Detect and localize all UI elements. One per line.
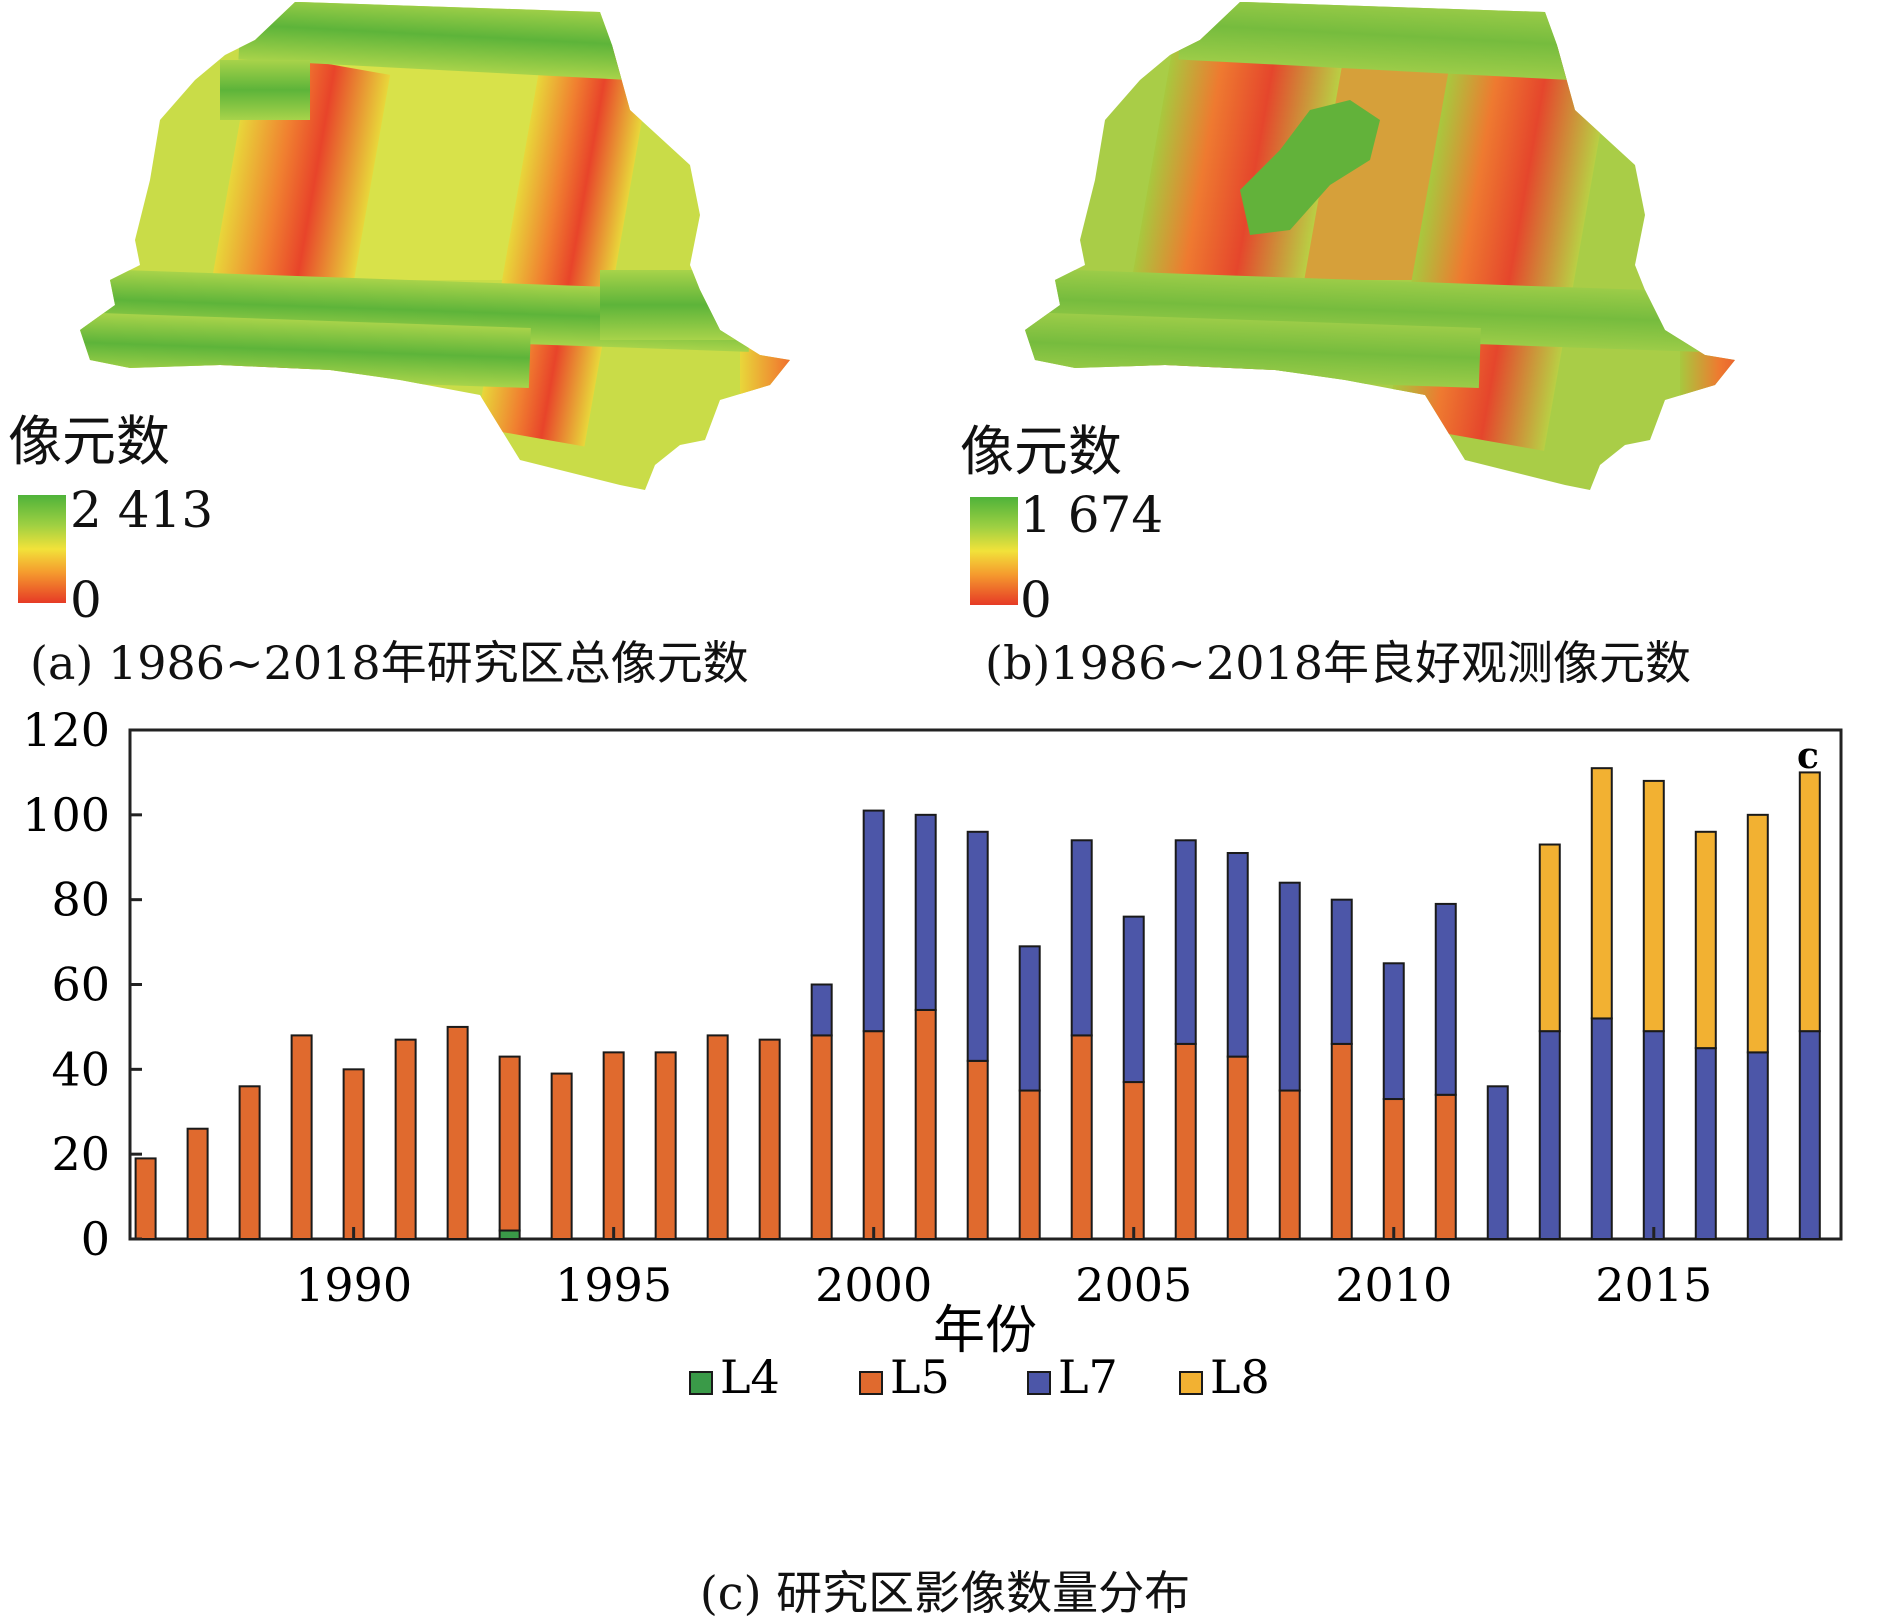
bar-L5-1994: [550, 1072, 573, 1241]
panel-letter: c: [1797, 735, 1819, 777]
legend-label-L8: L8: [1210, 1350, 1270, 1404]
bar-L8-2015: [1642, 779, 1665, 1033]
bar-L5-1990: [342, 1068, 365, 1241]
bar-L5-1996: [654, 1051, 677, 1240]
bar-L8-2013: [1538, 843, 1561, 1033]
legend-title-a: 像元数: [8, 410, 170, 473]
x-tick-label: 2010: [1335, 1258, 1452, 1312]
bar-L5-2000: [862, 1030, 885, 1240]
bar-L5-1999: [810, 1034, 833, 1240]
color-ramp-b: [970, 497, 1018, 605]
bar-L7-2000: [862, 809, 885, 1033]
total-pixel-map: [80, 2, 790, 490]
bar-L5-2009: [1330, 1042, 1353, 1240]
bar-L5-1993: [498, 1055, 521, 1232]
bar-L5-2004: [1070, 1034, 1093, 1240]
y-tick-label: 0: [81, 1212, 110, 1266]
legend-swatch-L4: [689, 1371, 713, 1395]
legend-label-L4: L4: [720, 1350, 780, 1404]
legend-max-a: 2 413: [70, 481, 214, 539]
x-tick-label: 2015: [1595, 1258, 1712, 1312]
bar-L7-2007: [1226, 852, 1249, 1058]
caption-a: (a) 1986~2018年研究区总像元数: [30, 636, 749, 690]
bar-L5-1997: [706, 1034, 729, 1240]
bar-L7-2015: [1642, 1030, 1665, 1240]
bar-L5-1988: [238, 1085, 261, 1240]
legend-min-b: 0: [1020, 571, 1052, 629]
legend-swatch-L5: [859, 1371, 883, 1395]
bar-L7-2006: [1174, 839, 1197, 1045]
y-tick-label: 80: [51, 873, 110, 927]
legend-swatch-L7: [1027, 1371, 1051, 1395]
image-count-chart: 0 20 40 60 80 100 120 1990 1995 2000 2005 2010 2015…: [22, 703, 1843, 1404]
legend-label-L7: L7: [1058, 1350, 1118, 1404]
x-tick-label: 2000: [815, 1258, 932, 1312]
y-tick-label: 20: [51, 1127, 110, 1181]
bar-L7-2018: [1798, 1030, 1821, 1240]
bar-L7-2011: [1434, 902, 1457, 1096]
legend-title-b: 像元数: [960, 420, 1122, 483]
bar-L7-2009: [1330, 898, 1353, 1045]
bar-L7-2004: [1070, 839, 1093, 1037]
bar-L5-2007: [1226, 1055, 1249, 1240]
bar-L7-2014: [1590, 1017, 1613, 1240]
bar-L5-1989: [290, 1034, 313, 1240]
x-axis-label: 年份: [933, 1301, 1037, 1361]
legend-swatch-L8: [1179, 1371, 1203, 1395]
y-tick-label: 120: [22, 703, 110, 757]
bar-L7-2001: [914, 813, 937, 1011]
legend-label-L5: L5: [890, 1350, 950, 1404]
bar-L5-1987: [186, 1127, 209, 1241]
bar-L5-2001: [914, 1008, 937, 1241]
bar-L7-2013: [1538, 1030, 1561, 1240]
bar-L7-2012: [1486, 1085, 1509, 1240]
color-ramp-a: [18, 495, 66, 603]
caption-b: (b)1986~2018年良好观测像元数: [985, 636, 1692, 690]
bar-L5-1986: [134, 1157, 157, 1240]
x-tick-label: 1990: [295, 1258, 412, 1312]
bar-L7-1999: [810, 983, 833, 1037]
bar-L7-2016: [1694, 1047, 1717, 1240]
bar-L5-1995: [602, 1051, 625, 1240]
caption-c: (c) 研究区影像数量分布: [699, 1566, 1191, 1620]
x-tick-label: 2005: [1075, 1258, 1192, 1312]
bar-L5-2011: [1434, 1093, 1457, 1240]
bar-L7-2017: [1746, 1051, 1769, 1240]
bar-L8-2018: [1798, 771, 1821, 1033]
legend-max-b: 1 674: [1020, 486, 1164, 544]
x-tick-label: 1995: [555, 1258, 672, 1312]
map-panel-b: 像元数 1 674 0: [950, 0, 1890, 630]
bar-L7-2003: [1018, 945, 1041, 1092]
bar-L5-2010: [1382, 1098, 1405, 1240]
legend-min-a: 0: [70, 571, 102, 629]
bar-L7-2002: [966, 830, 989, 1062]
bar-L7-2008: [1278, 881, 1301, 1092]
bar-L5-2003: [1018, 1089, 1041, 1240]
bar-L5-1991: [394, 1038, 417, 1240]
y-tick-label: 100: [22, 788, 110, 842]
bar-L8-2016: [1694, 830, 1717, 1050]
y-tick-label: 60: [51, 958, 110, 1012]
bar-L5-2002: [966, 1059, 989, 1240]
bar-L4-1993: [498, 1229, 521, 1240]
good-observation-map: [1025, 2, 1735, 490]
map-panel-a: 像元数 2 413 0: [0, 0, 950, 630]
bar-L7-2010: [1382, 962, 1405, 1101]
bar-L7-2005: [1122, 915, 1145, 1084]
bar-L5-2005: [1122, 1081, 1145, 1240]
y-tick-label: 40: [51, 1042, 110, 1096]
bar-L5-2008: [1278, 1089, 1301, 1240]
bar-L5-2006: [1174, 1042, 1197, 1240]
bar-L5-1998: [758, 1038, 781, 1240]
bar-L8-2017: [1746, 813, 1769, 1054]
bar-L8-2014: [1590, 767, 1613, 1020]
bar-L5-1992: [446, 1025, 469, 1240]
